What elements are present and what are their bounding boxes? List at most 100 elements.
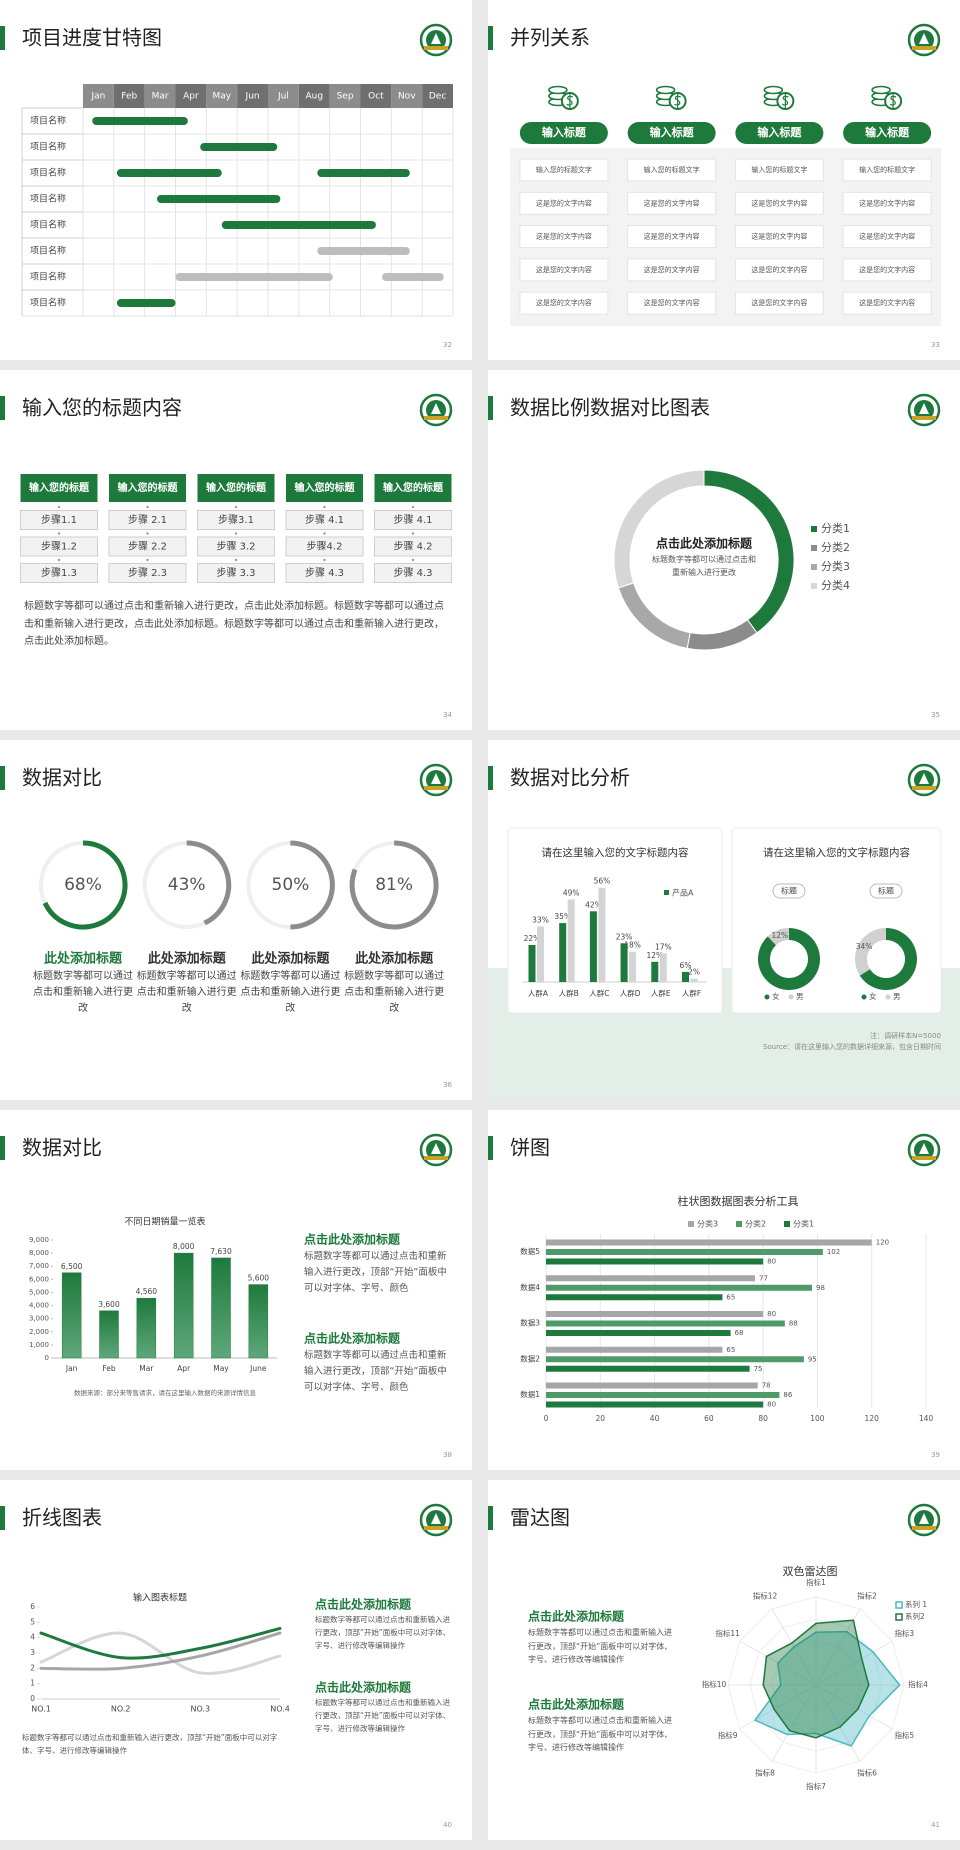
title-button [843, 122, 932, 144]
bar [546, 1239, 872, 1246]
slide-title: 项目进度甘特图 [22, 26, 162, 50]
axis-label: 指标3 [894, 1628, 914, 1638]
gantt-bar [382, 273, 444, 281]
slide-title: 数据比例数据对比图表 [510, 396, 710, 420]
block-text: 标题数字等都可以通过点击和重新输入进行更改，顶部“开始”面板中可以对字体、字号、… [528, 1628, 673, 1665]
connector-dot [323, 558, 326, 562]
y-tick-label: 0 [45, 1354, 49, 1362]
line-series [39, 1631, 282, 1671]
page-number: 36 [443, 1081, 452, 1089]
task-label: 项目名称 [30, 115, 66, 127]
item-box [842, 191, 932, 215]
item-box [627, 191, 717, 215]
line-series [39, 1626, 282, 1660]
y-tick-label: 7,000 [29, 1262, 49, 1270]
item-box [519, 258, 609, 282]
legend-label: 分类3 [697, 1219, 718, 1229]
legend-label: 系列2 [905, 1611, 925, 1621]
legend-dot [788, 994, 794, 1000]
step-text: 步骤 4.3 [305, 567, 344, 579]
item-text: 这是您的文字内容 [536, 265, 592, 274]
x-tick-label: Apr [177, 1364, 191, 1373]
item-title: 此处添加标题 [251, 951, 330, 967]
donut-segment [613, 469, 705, 589]
donut-segment [855, 928, 886, 976]
logo [919, 33, 929, 44]
column-title: 输入您的标题 [295, 481, 356, 494]
step-text: 步骤1.2 [41, 541, 77, 553]
bar [620, 943, 628, 982]
category-label: 数据4 [520, 1282, 540, 1292]
month-label: May [212, 92, 231, 102]
x-tick-label: 120 [865, 1414, 880, 1423]
step-box [285, 563, 364, 583]
month-header [268, 84, 299, 108]
item-box [519, 191, 609, 215]
gantt-bar [116, 169, 222, 177]
item-box [842, 258, 932, 282]
x-tick-label: Mar [139, 1364, 154, 1373]
note: Source：请在这里输入您的数据详细来源，包含日期时间 [763, 1042, 941, 1051]
slide: 折线图表 40 输入图表标题 0 1 2 3 4 5 6 NO.1 NO.2 NO.3 NO.4 标题数字等… [0, 1480, 472, 1840]
block-title: 点击此处添加标题 [528, 1609, 625, 1624]
slide-title: 数据对比分析 [510, 766, 630, 790]
bar [682, 971, 689, 982]
logo [424, 1526, 448, 1530]
connector-dot [57, 558, 61, 562]
month-label: Dec [429, 92, 446, 102]
title-bar [488, 1136, 493, 1160]
category-label: 人群A [528, 988, 549, 998]
y-tick-label: 8,000 [29, 1249, 49, 1257]
item-text: 这是您的文字内容 [644, 265, 700, 274]
item-text: 这是您的文字内容 [536, 232, 592, 241]
title-button [519, 122, 608, 144]
column-title: 输入标题 [757, 125, 802, 139]
gantt-bar [157, 195, 281, 203]
slide: 数据对比分析37请在这里输入您的文字标题内容请在这里输入您的文字标题内容人群A2… [488, 740, 960, 1100]
bar [546, 1284, 812, 1291]
value-label: 95 [808, 1355, 817, 1363]
axis-label: 指标7 [806, 1781, 826, 1791]
slide: 数据比例数据对比图表 35 分类1 分类2 分类3 分类4 点击此处添加标题标题数字等都可以… [488, 370, 960, 730]
x-tick-label: 20 [596, 1414, 606, 1423]
x-tick-label: 40 [650, 1414, 660, 1423]
logo [912, 786, 936, 790]
text-box: 标题数字等都可以通过点击和重新输入进行更改 [33, 971, 133, 1014]
task-label: 项目名称 [30, 297, 66, 309]
value-label: 86 [783, 1391, 792, 1399]
value-label: 98 [816, 1284, 825, 1292]
connector-dot [57, 532, 61, 535]
month-header [422, 84, 453, 108]
item-text: 标题数字等都可以通过点击和重新输入进行更改 [344, 971, 445, 1014]
legend-label: 男 [893, 992, 901, 1001]
legend-swatch [688, 1221, 694, 1227]
title-button [735, 122, 824, 144]
month-label: Sep [337, 92, 354, 102]
month-label: Aug [305, 92, 323, 102]
bar [61, 1272, 82, 1359]
bar [546, 1356, 804, 1363]
x-tick-label: 60 [704, 1414, 714, 1423]
coin-icon [566, 94, 574, 108]
value-label: 2% [688, 968, 700, 977]
legend-label: 女 [772, 991, 780, 1001]
legend-swatch [784, 1221, 790, 1227]
connector-dot [146, 532, 149, 535]
y-tick-label: 3,000 [29, 1315, 49, 1323]
step-box [197, 536, 275, 557]
y-tick-label: 2 [30, 1663, 35, 1672]
radar-spoke [771, 1684, 817, 1762]
value-label: 102 [827, 1248, 840, 1256]
month-label: Feb [121, 92, 137, 102]
radar-area [762, 1619, 870, 1739]
step-box [20, 536, 98, 557]
item-box [842, 158, 932, 182]
value-label: 56% [594, 877, 611, 886]
bar [629, 951, 637, 982]
bar [528, 944, 536, 982]
step-box [108, 563, 187, 583]
value-label: 5,600 [248, 1274, 270, 1283]
block-title: 点击此处添加标题 [304, 1232, 401, 1247]
task-label: 项目名称 [30, 141, 66, 153]
